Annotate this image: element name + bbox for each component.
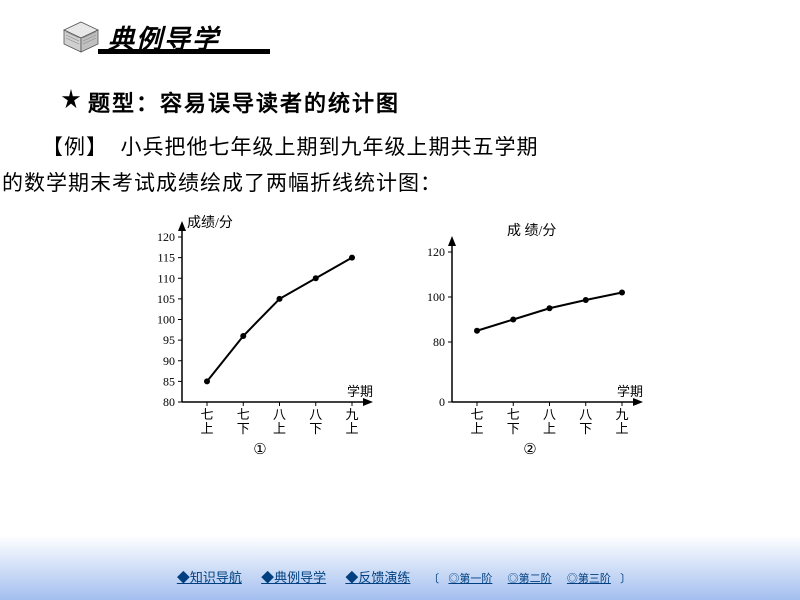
svg-text:八: 八 xyxy=(579,407,592,422)
nav-sub-stage2[interactable]: ◎第二阶 xyxy=(508,573,552,585)
svg-text:90: 90 xyxy=(163,354,175,368)
svg-text:七: 七 xyxy=(200,407,213,422)
svg-text:下: 下 xyxy=(309,421,322,436)
body-line-1: 小兵把他七年级上期到九年级上期共五学期 xyxy=(121,135,539,159)
paren-left: 〔 xyxy=(428,573,439,585)
bottom-nav: ◆知识导航 ◆典例导学 ◆反馈演练 〔 ◎第一阶 ◎第二阶 ◎第三阶 〕 xyxy=(0,567,800,586)
svg-text:120: 120 xyxy=(157,230,175,244)
svg-text:八: 八 xyxy=(273,407,286,422)
svg-text:七: 七 xyxy=(507,407,520,422)
svg-text:学期: 学期 xyxy=(347,384,373,399)
svg-text:95: 95 xyxy=(163,334,175,348)
svg-text:上: 上 xyxy=(273,421,286,436)
nav-link-practice[interactable]: ◆反馈演练 xyxy=(345,570,410,585)
question-type-prefix: 题型： xyxy=(88,91,160,116)
svg-text:下: 下 xyxy=(237,421,250,436)
svg-text:0: 0 xyxy=(439,395,445,409)
book-icon xyxy=(60,18,102,56)
example-body: 【例】 小兵把他七年级上期到九年级上期共五学期 的数学期末考试成绩绘成了两幅折线… xyxy=(2,130,772,201)
paren-right: 〕 xyxy=(620,573,631,585)
banner-underline xyxy=(98,49,363,55)
section-banner: 典例导学 xyxy=(60,18,760,56)
nav-sub-stage3[interactable]: ◎第三阶 xyxy=(567,573,611,585)
svg-text:八: 八 xyxy=(543,407,556,422)
nav-link-knowledge[interactable]: ◆知识导航 xyxy=(177,570,242,585)
charts-container: 成绩/分80859095100105110115120七上七下八上八下九上学期①… xyxy=(130,207,760,457)
chart-2: 成 绩/分080100120七上七下八上八下九上学期② xyxy=(400,207,660,457)
nav-link-examples[interactable]: ◆典例导学 xyxy=(261,570,326,585)
svg-text:成 绩/分: 成 绩/分 xyxy=(507,223,556,239)
svg-text:七: 七 xyxy=(470,407,483,422)
question-type: 题型：容易误导读者的统计图 xyxy=(88,86,400,118)
svg-text:85: 85 xyxy=(163,375,175,389)
svg-text:九: 九 xyxy=(615,407,628,422)
svg-text:学期: 学期 xyxy=(617,384,643,399)
svg-text:八: 八 xyxy=(309,407,322,422)
svg-text:80: 80 xyxy=(433,335,445,349)
svg-text:上: 上 xyxy=(200,421,213,436)
chart-1: 成绩/分80859095100105110115120七上七下八上八下九上学期① xyxy=(130,207,390,457)
svg-text:上: 上 xyxy=(615,421,628,436)
svg-text:九: 九 xyxy=(345,407,358,422)
svg-text:下: 下 xyxy=(579,421,592,436)
svg-text:120: 120 xyxy=(427,245,445,259)
svg-text:105: 105 xyxy=(157,292,175,306)
nav-sub-stage1[interactable]: ◎第一阶 xyxy=(448,573,492,585)
svg-text:②: ② xyxy=(523,442,536,457)
svg-text:下: 下 xyxy=(507,421,520,436)
star-icon xyxy=(60,88,82,117)
body-line-2: 的数学期末考试成绩绘成了两幅折线统计图： xyxy=(2,171,442,195)
svg-text:①: ① xyxy=(253,442,266,457)
question-type-text: 容易误导读者的统计图 xyxy=(160,91,400,116)
svg-text:100: 100 xyxy=(157,313,175,327)
svg-text:110: 110 xyxy=(157,272,175,286)
svg-text:七: 七 xyxy=(237,407,250,422)
svg-text:成绩/分: 成绩/分 xyxy=(187,215,233,231)
svg-text:上: 上 xyxy=(543,421,556,436)
svg-text:上: 上 xyxy=(470,421,483,436)
svg-text:115: 115 xyxy=(157,251,175,265)
svg-text:上: 上 xyxy=(345,421,358,436)
svg-text:100: 100 xyxy=(427,290,445,304)
svg-text:80: 80 xyxy=(163,395,175,409)
example-label: 【例】 xyxy=(42,135,108,159)
